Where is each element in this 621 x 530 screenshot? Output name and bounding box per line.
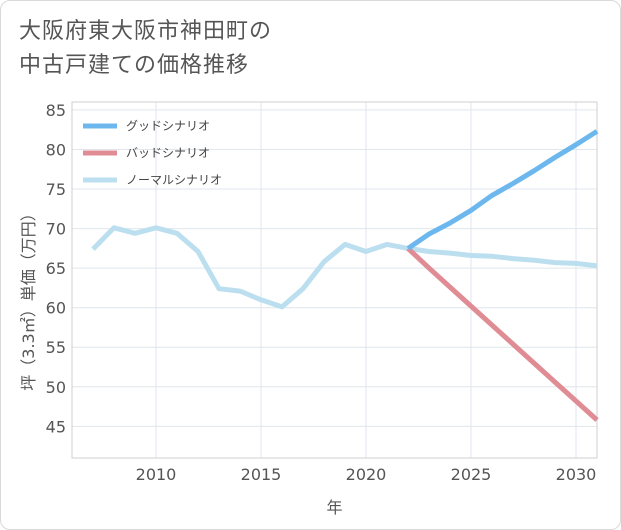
y-tick-label: 85 [46,101,66,120]
chart-title: 大阪府東大阪市神田町の 中古戸建ての価格推移 [19,15,272,83]
legend-label: ノーマルシナリオ [126,173,222,187]
y-tick-label: 65 [46,259,66,278]
legend-label: バッドシナリオ [126,146,210,160]
y-axis-title: 坪（3.3㎡）単価（万円） [19,205,38,390]
chart-title-line2: 中古戸建ての価格推移 [19,53,250,78]
x-tick-label: 2020 [346,465,387,484]
x-tick-label: 2030 [556,465,597,484]
y-tick-label: 80 [46,140,66,159]
series-line-2 [406,246,599,422]
y-tick-label: 55 [46,338,66,357]
y-tick-label: 70 [46,220,66,239]
series-line-1 [406,129,599,251]
x-tick-label: 2010 [136,465,177,484]
y-axis-ticks: 45 50 55 60 65 70 75 80 85 [46,101,66,436]
x-tick-label: 2015 [241,465,282,484]
x-tick-label: 2025 [451,465,492,484]
legend-label: グッドシナリオ [126,119,210,133]
series [91,129,599,422]
grid [72,102,597,458]
y-tick-label: 50 [46,378,66,397]
plot-area [71,101,598,459]
y-tick-label: 60 [46,299,66,318]
y-tick-label: 45 [46,417,66,436]
x-axis-ticks: 2010 2015 2020 2025 2030 [136,465,597,484]
x-axis-title: 年 [326,498,342,517]
y-tick-label: 75 [46,180,66,199]
series-line-3 [91,225,598,310]
chart-title-line1: 大阪府東大阪市神田町の [19,19,273,44]
